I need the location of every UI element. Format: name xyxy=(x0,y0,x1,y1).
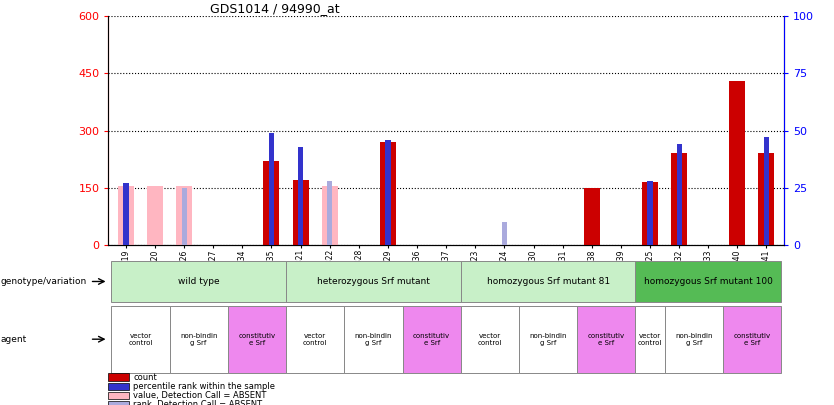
Bar xyxy=(502,222,507,245)
Text: vector
control: vector control xyxy=(478,333,502,346)
Bar xyxy=(460,306,519,373)
Bar xyxy=(380,142,396,245)
Bar xyxy=(671,153,687,245)
Text: constitutiv
e Srf: constitutiv e Srf xyxy=(413,333,450,346)
Bar xyxy=(322,186,338,245)
Bar xyxy=(519,306,577,373)
Bar xyxy=(286,261,460,302)
Text: GDS1014 / 94990_at: GDS1014 / 94990_at xyxy=(210,2,339,15)
Bar xyxy=(636,306,665,373)
Bar xyxy=(344,306,403,373)
Bar xyxy=(327,181,332,245)
Bar xyxy=(385,140,390,245)
Bar xyxy=(118,186,134,245)
Text: constitutiv
e Srf: constitutiv e Srf xyxy=(239,333,275,346)
Text: heterozygous Srf mutant: heterozygous Srf mutant xyxy=(317,277,430,286)
Text: rank, Detection Call = ABSENT: rank, Detection Call = ABSENT xyxy=(133,401,263,405)
Text: wild type: wild type xyxy=(178,277,219,286)
Bar xyxy=(676,144,681,245)
Bar xyxy=(169,306,228,373)
Text: vector
control: vector control xyxy=(638,333,662,346)
Bar xyxy=(286,306,344,373)
Text: vector
control: vector control xyxy=(303,333,328,346)
Text: genotype/variation: genotype/variation xyxy=(1,277,87,286)
Bar xyxy=(298,147,304,245)
Text: value, Detection Call = ABSENT: value, Detection Call = ABSENT xyxy=(133,391,267,400)
Bar xyxy=(647,181,653,245)
Bar xyxy=(758,153,775,245)
Bar xyxy=(111,261,286,302)
Bar xyxy=(730,81,746,245)
Bar xyxy=(723,306,781,373)
Bar xyxy=(293,180,309,245)
Text: constitutiv
e Srf: constitutiv e Srf xyxy=(588,333,625,346)
Bar xyxy=(176,186,192,245)
Text: homozygous Srf mutant 100: homozygous Srf mutant 100 xyxy=(644,277,772,286)
Text: homozygous Srf mutant 81: homozygous Srf mutant 81 xyxy=(486,277,610,286)
Text: non-bindin
g Srf: non-bindin g Srf xyxy=(180,333,218,346)
Bar xyxy=(403,306,460,373)
Bar xyxy=(577,306,636,373)
Text: count: count xyxy=(133,373,157,382)
Bar xyxy=(147,186,163,245)
Text: non-bindin
g Srf: non-bindin g Srf xyxy=(354,333,392,346)
Bar xyxy=(665,306,723,373)
Bar xyxy=(228,306,286,373)
Text: constitutiv
e Srf: constitutiv e Srf xyxy=(733,333,771,346)
Text: percentile rank within the sample: percentile rank within the sample xyxy=(133,382,275,391)
Bar xyxy=(460,261,636,302)
Bar xyxy=(111,306,169,373)
Bar xyxy=(269,133,274,245)
Bar xyxy=(584,188,600,245)
Text: non-bindin
g Srf: non-bindin g Srf xyxy=(675,333,712,346)
Bar xyxy=(182,188,187,245)
Bar xyxy=(264,161,279,245)
Bar xyxy=(123,183,128,245)
Bar xyxy=(636,261,781,302)
Text: vector
control: vector control xyxy=(128,333,153,346)
Text: agent: agent xyxy=(1,335,27,344)
Bar xyxy=(764,137,769,245)
Text: non-bindin
g Srf: non-bindin g Srf xyxy=(530,333,567,346)
Bar xyxy=(642,182,658,245)
